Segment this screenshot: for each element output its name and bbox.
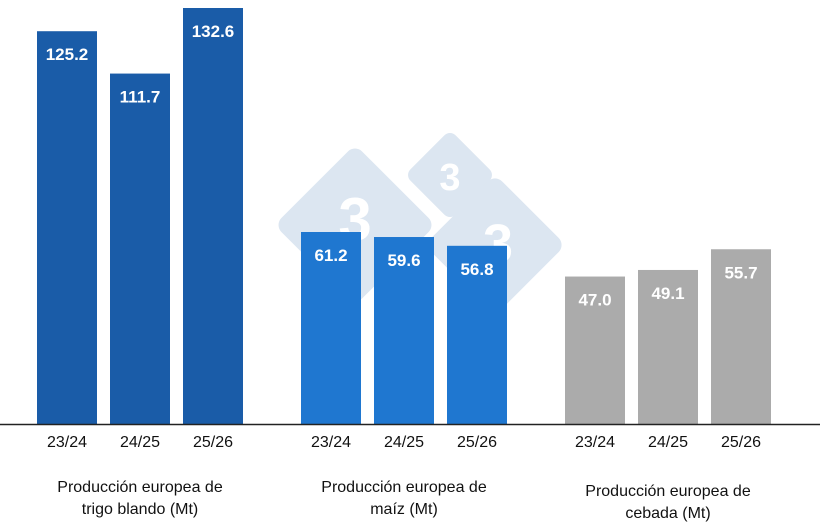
bar [37, 31, 97, 424]
bar [374, 237, 434, 424]
data-label: 125.2 [46, 45, 89, 64]
group-label-line: maíz (Mt) [370, 501, 438, 518]
group-label-line: trigo blando (Mt) [81, 501, 199, 518]
bar [110, 73, 170, 424]
data-label: 111.7 [120, 88, 161, 107]
bar [183, 8, 243, 424]
x-tick-label: 25/26 [721, 434, 761, 451]
data-label: 61.2 [314, 246, 347, 265]
x-tick-label: 23/24 [575, 434, 615, 451]
x-tick-label: 23/24 [47, 434, 87, 451]
bar [447, 245, 507, 424]
bar [638, 269, 698, 424]
group-label-line: Producción europea de [57, 479, 223, 496]
x-tick-label: 25/26 [457, 434, 497, 451]
data-label: 59.6 [387, 251, 420, 270]
data-label: 56.8 [460, 260, 493, 279]
x-tick-label: 24/25 [120, 434, 160, 451]
group-label: Producción europea de trigo blando (Mt) [20, 477, 260, 521]
bar [565, 276, 625, 424]
group-label: Producción europea de maíz (Mt) [284, 477, 524, 521]
group-label-line: cebada (Mt) [625, 505, 711, 522]
bar [711, 249, 771, 424]
group-label-line: Producción europea de [585, 483, 751, 500]
data-label: 132.6 [192, 22, 235, 41]
x-tick-label: 25/26 [193, 434, 233, 451]
x-tick-label: 23/24 [311, 434, 351, 451]
x-tick-label: 24/25 [648, 434, 688, 451]
x-tick-label: 24/25 [384, 434, 424, 451]
group-label: Producción europea de cebada (Mt) [548, 481, 788, 525]
data-label: 49.1 [651, 284, 684, 303]
data-label: 47.0 [578, 291, 611, 310]
data-label: 55.7 [724, 263, 757, 282]
svg-text:3: 3 [439, 157, 460, 199]
group-label-line: Producción europea de [321, 479, 487, 496]
bar [301, 232, 361, 424]
